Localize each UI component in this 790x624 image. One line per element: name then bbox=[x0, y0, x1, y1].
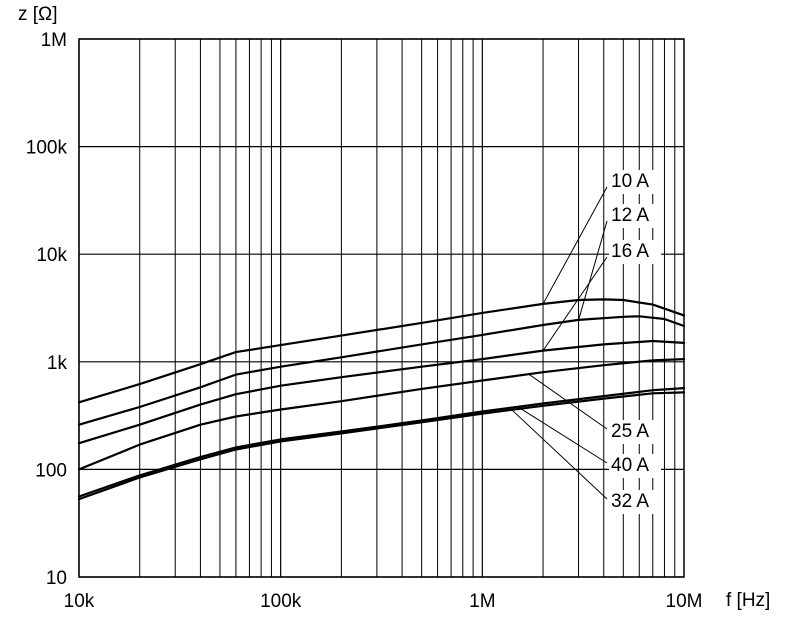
minor-gridlines bbox=[139, 39, 676, 577]
tick-labels: 10k 100k 1M 10M 10 100 1k 10k 100k 1M bbox=[26, 30, 703, 612]
series-label: 12 A bbox=[611, 205, 649, 226]
y-tick-label: 100k bbox=[26, 138, 68, 159]
series-label: 40 A bbox=[611, 455, 649, 476]
series-line bbox=[77, 339, 686, 445]
series-label: 32 A bbox=[611, 491, 649, 512]
series-line bbox=[77, 387, 686, 498]
leader-line bbox=[542, 256, 608, 351]
major-gridlines bbox=[78, 38, 684, 578]
series-line bbox=[77, 391, 686, 501]
series-label: 16 A bbox=[611, 241, 649, 262]
leader-line bbox=[542, 186, 608, 305]
y-tick-label: 100 bbox=[35, 460, 67, 481]
series-label: 25 A bbox=[611, 421, 649, 442]
plot-frame bbox=[78, 38, 685, 578]
series-label-background bbox=[609, 170, 661, 194]
x-tick-label: 100k bbox=[260, 591, 302, 612]
x-tick-label: 1M bbox=[469, 591, 495, 612]
x-axis-label: f [Hz] bbox=[726, 590, 770, 611]
leader-line bbox=[511, 409, 608, 500]
leader-line bbox=[517, 406, 608, 464]
series-label-background bbox=[609, 454, 661, 478]
series-line bbox=[77, 298, 686, 404]
y-tick-label: 10 bbox=[46, 568, 67, 589]
series-line bbox=[77, 358, 686, 471]
y-tick-label: 1M bbox=[41, 30, 67, 51]
series-label-background bbox=[609, 240, 661, 264]
leader-lines bbox=[511, 186, 608, 500]
series-label-background bbox=[609, 204, 661, 228]
series-labels: 10 A 12 A 16 A 25 A 40 A 32 A bbox=[609, 170, 661, 514]
y-tick-label: 10k bbox=[36, 245, 67, 266]
leader-line bbox=[578, 220, 608, 321]
series-label-background bbox=[609, 420, 661, 444]
series-label-background bbox=[609, 490, 661, 514]
y-axis-label: z [Ω] bbox=[18, 4, 58, 25]
leader-line bbox=[528, 373, 608, 430]
series-lines bbox=[77, 298, 686, 501]
x-tick-label: 10M bbox=[666, 591, 703, 612]
series-line bbox=[77, 315, 686, 426]
series-label: 10 A bbox=[611, 171, 649, 192]
y-tick-label: 1k bbox=[47, 353, 68, 374]
x-tick-label: 10k bbox=[64, 591, 95, 612]
